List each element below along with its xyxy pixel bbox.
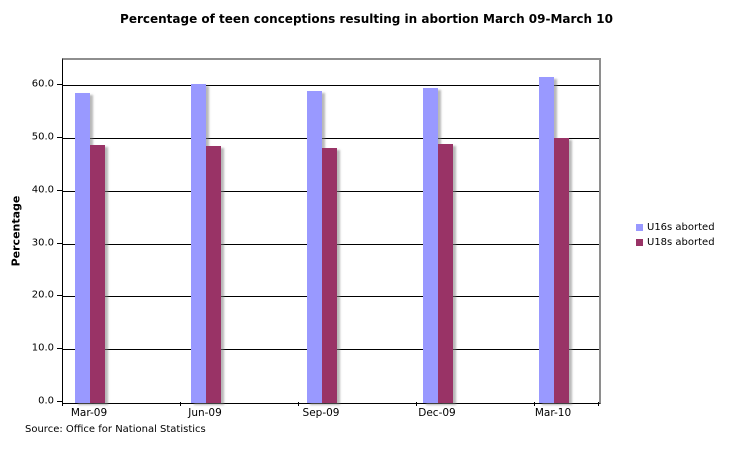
bar-u18s-aborted bbox=[322, 147, 337, 403]
source-note: Source: Office for National Statistics bbox=[25, 424, 206, 435]
y-tick-label: 10.0 bbox=[31, 342, 54, 354]
bar-u18s-aborted bbox=[206, 146, 221, 403]
plot-area bbox=[62, 58, 601, 404]
y-axis: 0.0 10.0 20.0 30.0 40.0 50.0 60.0 bbox=[0, 58, 62, 407]
bar-group bbox=[423, 87, 453, 403]
x-tick-label: Sep-09 bbox=[302, 407, 340, 419]
y-tick-mark bbox=[57, 189, 62, 191]
bar-group bbox=[75, 92, 105, 403]
x-tick-mark bbox=[180, 402, 181, 406]
bar-u18s-aborted bbox=[554, 138, 569, 403]
x-tick-label: Jun-09 bbox=[188, 407, 222, 419]
x-axis: Mar-09 Jun-09 Sep-09 Dec-09 Mar-10 bbox=[0, 402, 733, 428]
bar-group bbox=[307, 90, 337, 403]
legend-label: U18s aborted bbox=[647, 237, 715, 248]
x-tick-mark bbox=[416, 402, 417, 406]
bar-u16s-aborted bbox=[307, 90, 322, 403]
legend-item: U18s aborted bbox=[636, 235, 715, 250]
x-tick-mark bbox=[298, 402, 299, 406]
bar-u16s-aborted bbox=[75, 92, 90, 403]
bar-u18s-aborted bbox=[438, 144, 453, 403]
x-tick-label: Mar-09 bbox=[70, 407, 108, 419]
y-tick-mark bbox=[57, 84, 62, 86]
bar-u18s-aborted bbox=[90, 144, 105, 403]
bar-group bbox=[539, 77, 569, 403]
y-tick-label: 60.0 bbox=[31, 78, 54, 90]
bar-u16s-aborted bbox=[423, 87, 438, 403]
gridline bbox=[63, 85, 599, 87]
bar-u16s-aborted bbox=[191, 83, 206, 403]
legend: U16s aborted U18s aborted bbox=[636, 220, 715, 250]
y-tick-mark bbox=[57, 401, 62, 402]
legend-label: U16s aborted bbox=[647, 222, 715, 233]
y-tick-label: 30.0 bbox=[31, 237, 54, 249]
bar-u16s-aborted bbox=[539, 77, 554, 403]
x-tick-label: Mar-10 bbox=[534, 407, 572, 419]
y-tick-mark bbox=[57, 295, 62, 297]
x-tick-mark bbox=[598, 402, 599, 406]
bar-group bbox=[191, 83, 221, 403]
chart-title: Percentage of teen conceptions resulting… bbox=[120, 12, 613, 26]
x-tick-mark bbox=[534, 402, 535, 406]
x-tick-label: Dec-09 bbox=[418, 407, 456, 419]
gridline bbox=[63, 138, 599, 140]
y-tick-mark bbox=[57, 348, 62, 350]
legend-item: U16s aborted bbox=[636, 220, 715, 235]
x-tick-mark bbox=[62, 402, 63, 406]
legend-swatch bbox=[636, 224, 643, 231]
legend-swatch bbox=[636, 239, 643, 246]
y-tick-label: 40.0 bbox=[31, 184, 54, 196]
y-tick-label: 20.0 bbox=[31, 289, 54, 301]
y-tick-mark bbox=[57, 137, 62, 139]
y-tick-label: 50.0 bbox=[31, 131, 54, 143]
y-tick-label: 0.0 bbox=[38, 395, 54, 407]
y-tick-mark bbox=[57, 242, 62, 244]
